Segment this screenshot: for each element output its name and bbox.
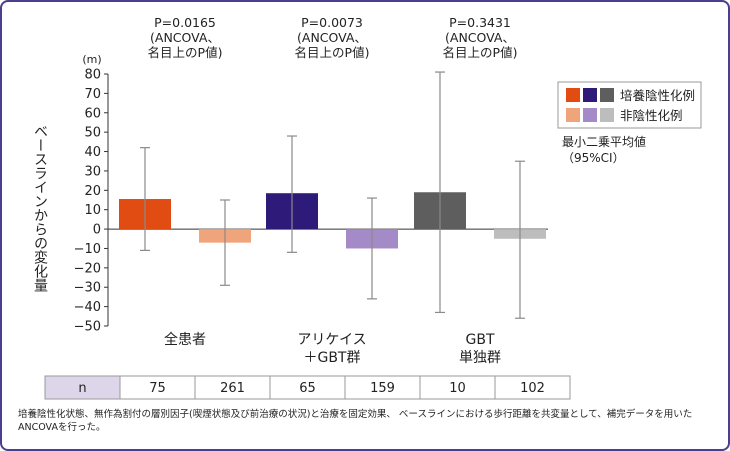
legend-swatch	[600, 88, 614, 102]
group-label: GBT	[465, 332, 494, 348]
n-value: 261	[220, 381, 245, 396]
p-value-text: P=0.3431	[449, 15, 511, 30]
n-header-label: n	[78, 381, 86, 396]
legend-swatch	[566, 108, 580, 122]
legend-label: 培養陰性化例	[620, 88, 695, 103]
n-value: 65	[299, 381, 316, 396]
p-value-text: (ANCOVA、	[150, 30, 220, 45]
y-tick-label: 0	[93, 223, 101, 238]
n-value: 10	[449, 381, 466, 396]
y-tick-label: −40	[74, 300, 101, 315]
y-tick-label: 30	[84, 164, 101, 179]
y-tick-label: 40	[84, 145, 101, 160]
group-label: 全患者	[164, 331, 206, 348]
p-value-text: (ANCOVA、	[445, 30, 515, 45]
axis-layer: 80 70 60 50 40 30 20 10 0 −10 −20 −30 −40 −50	[74, 68, 548, 335]
y-tick-label: −10	[74, 242, 101, 257]
p-value-text: 名目上のP値)	[148, 45, 223, 60]
y-tick-label: −30	[74, 281, 101, 296]
p-value-text: (ANCOVA、	[297, 30, 367, 45]
p-value-text: 名目上のP値)	[443, 45, 518, 60]
legend-swatch	[600, 108, 614, 122]
y-tick-label: 10	[84, 203, 101, 218]
legend-swatch	[583, 108, 597, 122]
y-axis-label: ベースラインからの変化量	[32, 124, 48, 292]
bar-chart: ベースラインからの変化量 (m) 80 70 60 50 40 30 20 10 0 −10 −20…	[32, 15, 702, 400]
y-tick-label: 20	[84, 184, 101, 199]
legend-note: （95%CI）	[562, 151, 625, 165]
n-value-cell	[494, 375, 571, 400]
y-tick-label: −20	[74, 261, 101, 276]
y-tick-label: 70	[84, 87, 101, 102]
group-label: 単独群	[459, 350, 501, 366]
y-axis-unit: (m)	[82, 53, 101, 66]
p-value-text: 名目上のP値)	[295, 45, 370, 60]
legend-swatch	[566, 88, 580, 102]
n-value: 102	[520, 381, 545, 396]
legend-swatch	[583, 88, 597, 102]
bar-layer	[119, 71, 546, 319]
n-table: n 75 261 65 159 10 102	[44, 375, 571, 400]
legend-label: 非陰性化例	[620, 108, 683, 123]
label-layer: P=0.0165(ANCOVA、名目上のP値)全患者P=0.0073(ANCOV…	[148, 15, 518, 366]
y-tick-label: 50	[84, 126, 101, 141]
p-value-text: P=0.0165	[154, 15, 216, 30]
n-value: 159	[370, 381, 395, 396]
p-value-text: P=0.0073	[301, 15, 363, 30]
footnote: 培養陰性化状態、無作為割付の層別因子(喫煙状態及び前治療の状況)と治療を固定効果…	[18, 409, 693, 433]
legend-box	[557, 81, 702, 129]
y-tick-label: −50	[74, 320, 101, 335]
y-tick-label: 60	[84, 106, 101, 121]
group-label: アリケイス	[297, 332, 366, 348]
n-value: 75	[149, 381, 166, 396]
y-tick-label: 80	[84, 68, 101, 83]
group-label: ＋GBT群	[303, 350, 360, 366]
legend-note: 最小二乗平均値	[562, 134, 646, 149]
